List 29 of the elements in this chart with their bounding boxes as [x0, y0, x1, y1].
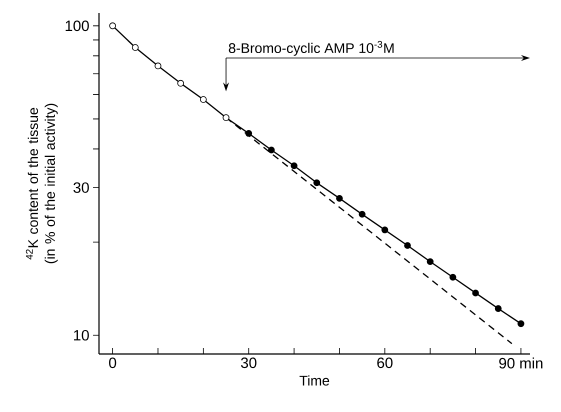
x-tick-label: 60: [377, 358, 393, 368]
y-axis-title: $^{42}$K content of the tissue (in % of the initial activity): [26, 104, 58, 264]
point: [426, 258, 434, 265]
point: [154, 62, 162, 70]
y-tick-label: 100: [66, 20, 89, 32]
x-tick-label: 30: [240, 358, 256, 368]
x-tick-label: 90 min: [499, 358, 542, 368]
point: [472, 290, 479, 296]
point: [494, 305, 502, 312]
point: [268, 146, 275, 154]
point: [222, 114, 230, 122]
y-tick-label: 30: [73, 182, 89, 193]
point: [177, 80, 184, 87]
point: [518, 320, 524, 328]
point: [381, 226, 388, 234]
point: [109, 22, 116, 30]
y-tick-label: 10: [74, 330, 89, 341]
point: [290, 162, 298, 170]
point: [313, 179, 320, 186]
x-tick-label: 0: [109, 358, 116, 368]
point: [336, 194, 343, 202]
point: [404, 242, 411, 249]
point: [132, 44, 139, 51]
point: [200, 96, 207, 103]
point: [245, 130, 252, 137]
annotation: 8-Bromo-cyclic AMP 10$^{-3}$M: [228, 40, 394, 56]
x-axis-title: Time: [300, 375, 330, 386]
point: [449, 274, 456, 281]
point: [358, 210, 366, 218]
